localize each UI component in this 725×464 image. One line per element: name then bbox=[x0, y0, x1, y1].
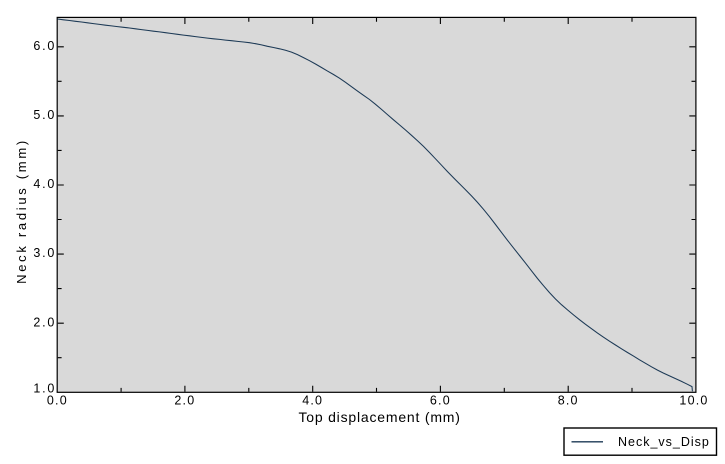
svg-text:5.0: 5.0 bbox=[33, 108, 56, 122]
svg-text:1.0: 1.0 bbox=[33, 382, 56, 396]
svg-text:2.0: 2.0 bbox=[33, 315, 56, 329]
svg-text:0.0: 0.0 bbox=[47, 394, 68, 408]
svg-text:Top displacement (mm): Top displacement (mm) bbox=[298, 409, 460, 425]
svg-text:6.0: 6.0 bbox=[33, 39, 56, 53]
svg-text:4.0: 4.0 bbox=[302, 394, 323, 408]
svg-text:10.0: 10.0 bbox=[679, 394, 708, 408]
svg-text:2.0: 2.0 bbox=[174, 394, 195, 408]
svg-text:3.0: 3.0 bbox=[33, 246, 56, 260]
svg-text:8.0: 8.0 bbox=[558, 394, 579, 408]
svg-text:Neck radius (mm): Neck radius (mm) bbox=[14, 138, 29, 284]
svg-text:6.0: 6.0 bbox=[430, 394, 451, 408]
svg-text:4.0: 4.0 bbox=[33, 177, 56, 191]
svg-text:Neck_vs_Disp: Neck_vs_Disp bbox=[618, 435, 710, 449]
